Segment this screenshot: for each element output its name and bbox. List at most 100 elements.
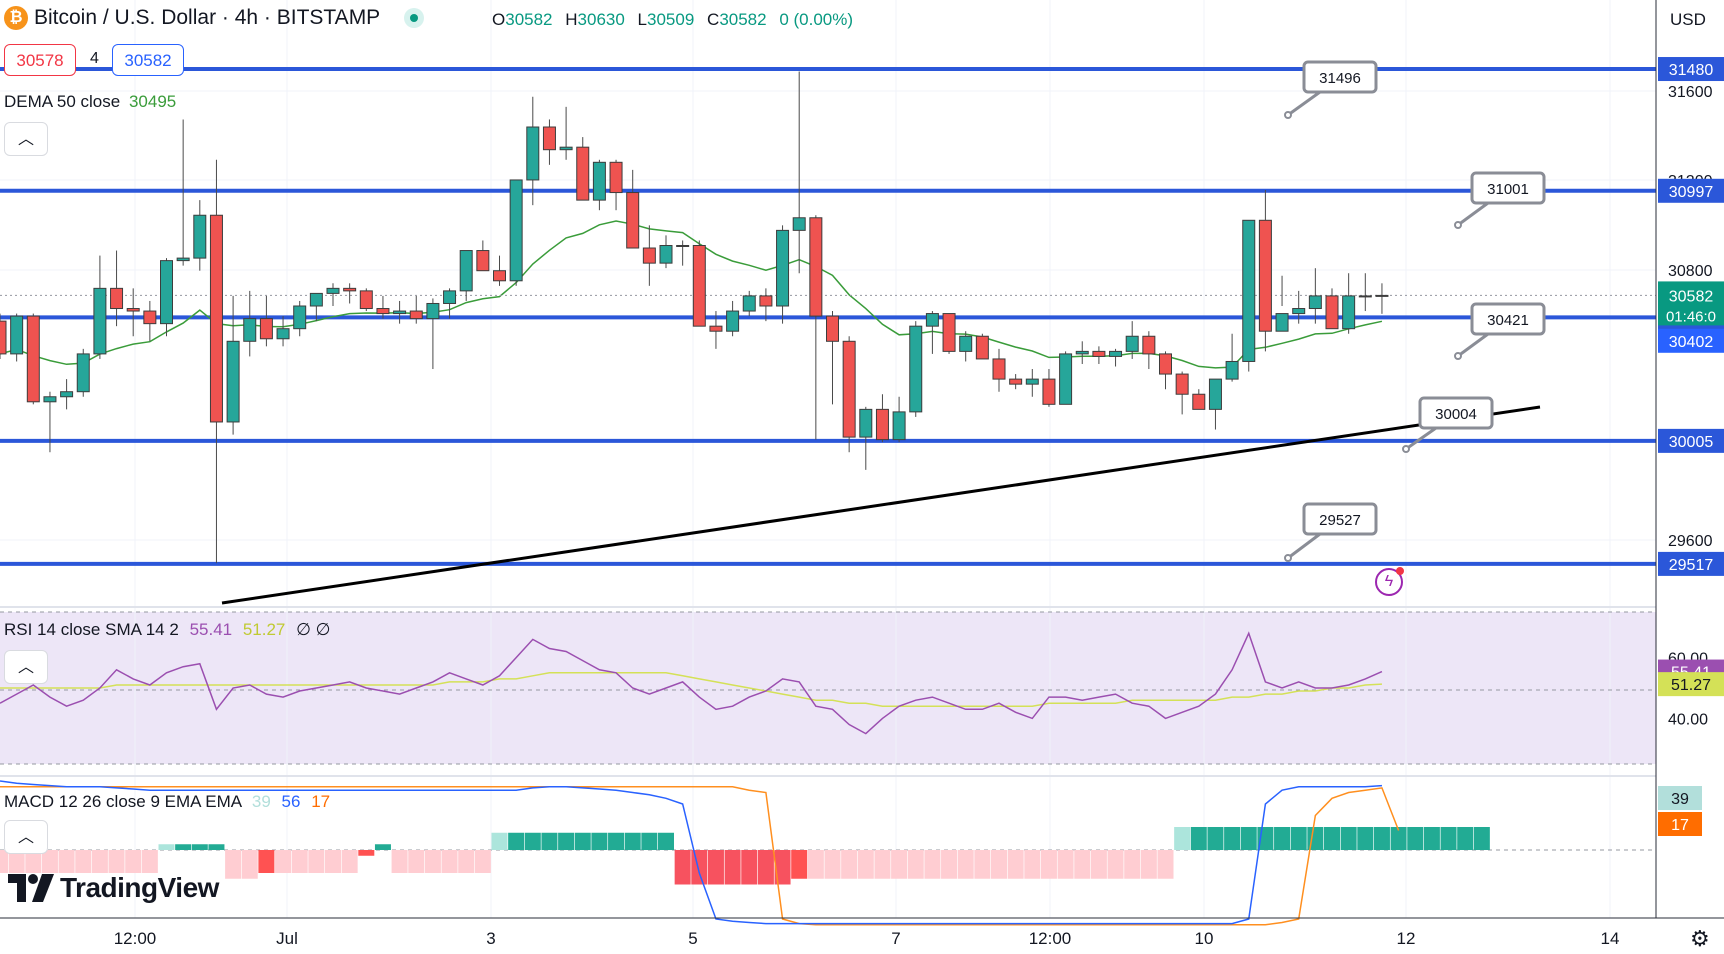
candle-body	[659, 244, 673, 264]
macd-histogram-bar	[741, 850, 758, 885]
callout-box	[1470, 302, 1546, 336]
candle-body	[126, 308, 140, 312]
rsi-legend[interactable]: RSI 14 close SMA 14 2 55.41 51.27 ∅ ∅	[4, 620, 331, 639]
candle-body	[293, 305, 307, 330]
candle-body	[1142, 335, 1156, 355]
candle-body	[343, 287, 357, 292]
candle-body	[609, 161, 623, 194]
candle-body	[859, 408, 873, 438]
callout-box	[1302, 502, 1378, 536]
callout-anchor	[1454, 352, 1462, 360]
candle-body	[76, 353, 90, 393]
candle-body	[542, 126, 556, 151]
macd-histogram-bar	[1140, 850, 1157, 879]
time-tick-label: 5	[688, 929, 697, 948]
ask-button[interactable]: 30582	[112, 44, 184, 76]
callout-pointer	[1287, 532, 1321, 560]
level-price-tag-label: 29517	[1669, 557, 1714, 574]
candle-body	[1092, 350, 1106, 357]
price-tick-label: 29600	[1668, 533, 1713, 550]
bid-button[interactable]: 30578	[4, 44, 76, 76]
candle-body	[826, 315, 839, 342]
candle-body	[393, 310, 407, 315]
macd-histogram-bar	[191, 844, 208, 850]
level-price-tag	[1658, 178, 1724, 203]
macd-histogram-bar	[158, 844, 175, 850]
macd-legend[interactable]: MACD 12 26 close 9 EMA EMA 39 56 17	[4, 792, 331, 811]
candle-body	[309, 292, 323, 307]
macd-histogram-bar	[1107, 850, 1124, 879]
macd-histogram-bar	[541, 832, 558, 850]
macd-histogram-bar	[1224, 827, 1241, 850]
macd-histogram-bar	[857, 850, 874, 879]
macd-histogram-bar	[1074, 850, 1091, 879]
macd-histogram-bar	[0, 850, 8, 873]
trendline	[221, 405, 1541, 605]
macd-histogram-bar	[1423, 827, 1440, 850]
callout-anchor	[1402, 445, 1410, 453]
callout-anchor	[1284, 111, 1292, 119]
macd-histogram-bar	[807, 850, 824, 879]
candle-body	[1342, 295, 1356, 330]
candle-body	[1375, 294, 1389, 297]
macd-histogram-bar	[8, 850, 25, 873]
callout-label: 29527	[1319, 512, 1361, 529]
dema-legend[interactable]: DEMA 50 close 30495	[4, 92, 177, 111]
macd-histogram-bar	[1190, 827, 1207, 850]
callout-pointer	[1405, 426, 1437, 451]
macd-histogram-bar	[824, 850, 841, 879]
macd-histogram-bar	[58, 850, 75, 873]
macd-histogram-bar	[341, 850, 358, 873]
candle-body	[359, 290, 373, 310]
candle-body	[326, 287, 340, 294]
candle-body	[0, 320, 7, 355]
candle-body	[493, 270, 506, 282]
macd-histogram-bar	[41, 850, 58, 873]
macd-histogram-bar	[641, 832, 658, 850]
collapse-main-button[interactable]: ︿	[4, 122, 48, 156]
macd-histogram-bar	[1057, 850, 1074, 879]
collapse-macd-button[interactable]: ︿	[4, 820, 48, 854]
macd-histogram-bar	[707, 850, 724, 885]
macd-histogram-bar	[524, 832, 541, 850]
time-tick-label: 7	[891, 929, 900, 948]
macd-histogram-bar	[291, 850, 308, 873]
candle-body	[409, 310, 423, 320]
candle-body	[1125, 335, 1139, 352]
price-tick-label: 30800	[1668, 263, 1713, 280]
time-tick-label: 10	[1195, 929, 1214, 948]
macd-histogram-bar	[841, 850, 858, 879]
macd-histogram-bar	[1340, 827, 1357, 850]
rsi-sma-line	[0, 672, 1382, 707]
macd-histogram-bar	[125, 850, 142, 873]
last-price-tag	[1658, 281, 1724, 326]
lightning-icon[interactable]: ϟ	[1375, 567, 1404, 596]
macd-histogram-bar	[1240, 827, 1257, 850]
macd-histogram-bar	[441, 850, 458, 873]
callout-pointer	[1287, 90, 1321, 117]
candle-body	[1258, 219, 1272, 332]
collapse-rsi-button[interactable]: ︿	[4, 650, 48, 684]
candle-body	[209, 214, 223, 423]
macd-histogram-bar	[208, 844, 225, 850]
settings-icon[interactable]: ⚙	[1690, 926, 1710, 951]
symbol-title: Bitcoin / U.S. Dollar · 4h · BITSTAMP	[34, 6, 381, 29]
macd-histogram-bar	[591, 832, 608, 850]
candle-body	[93, 287, 107, 355]
macd-hist-tag	[1658, 786, 1702, 810]
macd-histogram-bar	[1124, 850, 1141, 879]
macd-histogram-bar	[424, 850, 441, 873]
macd-histogram-bar	[1207, 827, 1224, 850]
currency-label[interactable]: USD	[1670, 10, 1706, 29]
symbol-header[interactable]: ₿ Bitcoin / U.S. Dollar · 4h · BITSTAMP	[4, 6, 425, 30]
candle-body	[1242, 219, 1256, 362]
candle-body	[1325, 295, 1339, 330]
candle-body	[259, 318, 273, 340]
macd-histogram-bar	[691, 850, 708, 885]
macd-histogram-bar	[141, 850, 158, 873]
macd-histogram-bar	[891, 850, 908, 879]
macd-histogram-bar	[1290, 827, 1307, 850]
candle-body	[509, 179, 523, 282]
macd-histogram-bar	[1090, 850, 1107, 879]
